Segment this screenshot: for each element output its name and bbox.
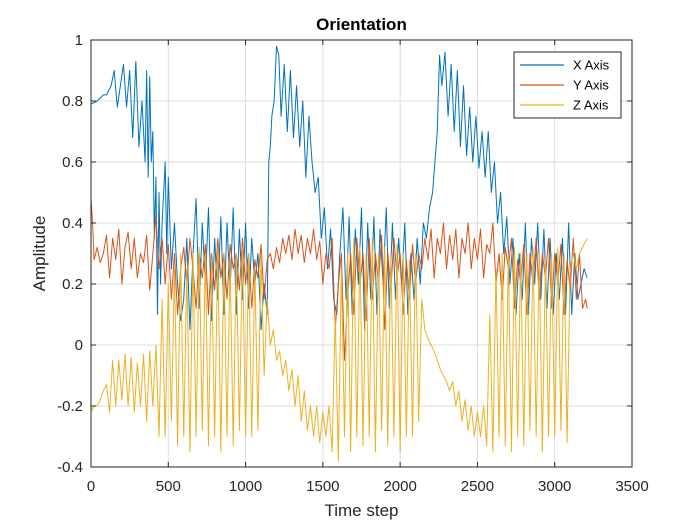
y-axis-label: Amplitude [30,216,49,292]
chart-title: Orientation [316,15,407,34]
y-tick-label: -0.2 [57,398,83,415]
legend-label: Z Axis [573,98,609,113]
x-tick-label: 3500 [615,478,648,495]
legend-label: Y Axis [573,78,609,93]
y-tick-label: 0.8 [62,93,83,110]
series-line-z-axis [90,237,588,462]
x-tick-label: 1000 [229,478,262,495]
x-axis-label: Time step [324,501,398,520]
x-tick-label: 500 [156,478,181,495]
y-tick-label: 0.4 [62,215,83,232]
x-tick-label: 1500 [306,478,339,495]
x-tick-label: 0 [87,478,95,495]
series-line-x-axis [90,45,588,331]
x-tick-label: 3000 [538,478,571,495]
x-tick-label: 2000 [383,478,416,495]
series-lines [90,45,588,462]
y-tick-label: -0.4 [57,459,83,476]
plot-frame [90,39,633,468]
x-tick-label: 2500 [461,478,494,495]
y-tick-label: 0.2 [62,276,83,293]
y-tick-label: 0.6 [62,154,83,171]
y-tick-label: 0 [75,337,83,354]
y-tick-label: 1 [75,32,83,49]
axis-ticks: 0 500 1000 1500 2000 2500 3000 3500 -0.4 -0.2 0 0.2… [57,32,649,495]
legend-label: X Axis [573,58,610,73]
series-line-y-axis [90,198,588,361]
legend: X Axis Y Axis Z Axis [513,51,622,119]
